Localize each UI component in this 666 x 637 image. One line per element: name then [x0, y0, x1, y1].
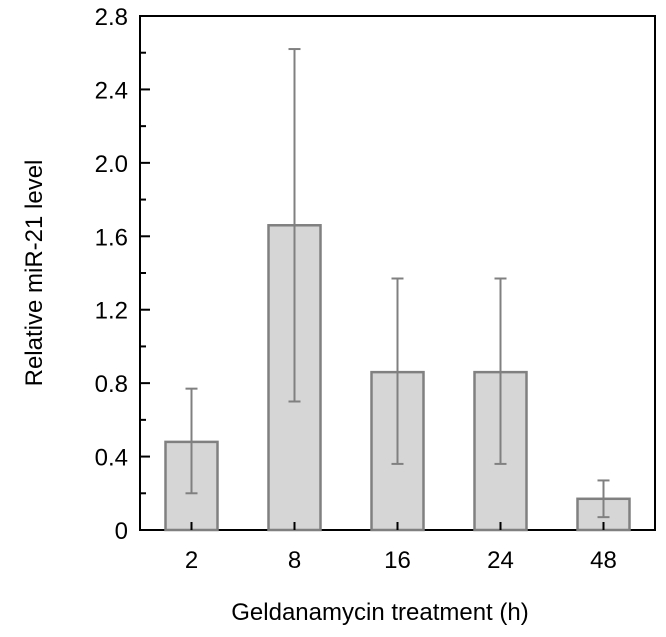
y-tick-label: 2.4	[95, 77, 128, 104]
error-bars	[185, 48, 610, 519]
x-tick-label: 2	[185, 547, 198, 574]
y-axis-label: Relative miR-21 level	[21, 160, 48, 387]
x-axis-label: Geldanamycin treatment (h)	[231, 599, 528, 626]
y-axis-ticks: 0 0.4 0.8 1.2 1.6 2.0 2.4 2.8	[95, 4, 150, 545]
x-tick-label: 16	[384, 547, 411, 574]
y-tick-label: 2.0	[95, 151, 128, 178]
y-tick-label: 0	[115, 518, 128, 545]
y-tick-label: 0.8	[95, 371, 128, 398]
y-tick-label: 2.8	[95, 4, 128, 31]
y-tick-label: 1.6	[95, 224, 128, 251]
x-tick-label: 48	[590, 547, 617, 574]
y-tick-label: 1.2	[95, 298, 128, 325]
x-axis-tick-labels: 2 8 16 24 48	[185, 522, 617, 574]
x-tick-label: 8	[288, 547, 301, 574]
y-tick-label: 0.4	[95, 445, 128, 472]
x-tick-label: 24	[487, 547, 514, 574]
